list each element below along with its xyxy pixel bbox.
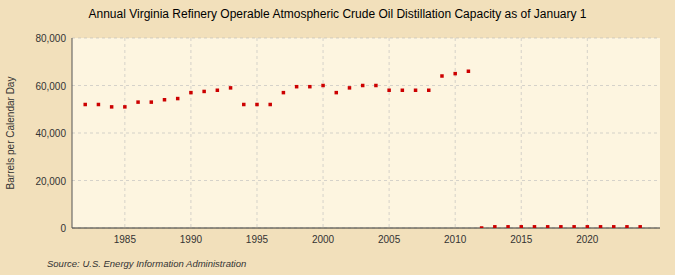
x-grid-line xyxy=(587,38,588,228)
x-tick-label: 2000 xyxy=(312,234,335,245)
point xyxy=(506,225,510,228)
grid xyxy=(72,38,660,228)
x-grid-line xyxy=(256,38,257,228)
point xyxy=(414,89,418,93)
point xyxy=(453,72,457,76)
point xyxy=(202,90,206,94)
x-grid-line xyxy=(455,38,456,228)
x-tick-label: 2015 xyxy=(510,234,533,245)
x-tick-label: 2020 xyxy=(576,234,599,245)
point xyxy=(533,225,537,228)
x-tick-label: 2005 xyxy=(378,234,401,245)
point xyxy=(282,91,286,95)
x-grid-line xyxy=(190,38,191,228)
y-axis-line xyxy=(72,38,73,228)
y-tick-label: 60,000 xyxy=(35,81,66,92)
axes: 0 20,000 40,000 60,000 80,000 1985 1990 1995 200… xyxy=(35,33,660,245)
point xyxy=(440,74,444,78)
point xyxy=(572,225,576,228)
point xyxy=(361,84,365,88)
x-tick-label: 2010 xyxy=(444,234,467,245)
point xyxy=(150,100,154,104)
plot-area xyxy=(72,38,660,228)
point xyxy=(110,105,114,109)
point xyxy=(295,85,299,89)
point xyxy=(612,225,616,228)
y-tick-label: 40,000 xyxy=(35,128,66,139)
point xyxy=(321,84,325,88)
y-grid-line xyxy=(72,133,660,134)
title: Annual Virginia Refinery Operable Atmosp… xyxy=(88,7,586,21)
y-grid-line xyxy=(72,180,660,181)
point xyxy=(638,225,642,228)
point xyxy=(97,103,101,107)
points xyxy=(83,70,641,229)
background xyxy=(0,0,675,275)
point xyxy=(123,105,127,109)
point xyxy=(427,89,431,93)
x-axis-line xyxy=(72,228,660,229)
point xyxy=(586,225,590,228)
point xyxy=(229,86,233,90)
y-tick-label: 20,000 xyxy=(35,176,66,187)
y-axis-label: Barrels per Calendar Day xyxy=(5,77,16,190)
point xyxy=(467,70,471,74)
x-tick-label: 1990 xyxy=(180,234,203,245)
point xyxy=(401,89,405,93)
point xyxy=(83,103,87,107)
point xyxy=(493,225,497,228)
point xyxy=(189,91,193,95)
chart: 0 20,000 40,000 60,000 80,000 1985 1990 1995 200… xyxy=(0,0,675,275)
x-tick-label: 1995 xyxy=(246,234,269,245)
point xyxy=(559,225,563,228)
point xyxy=(268,103,272,107)
y-grid-line xyxy=(72,85,660,86)
point xyxy=(136,100,140,104)
x-grid-line xyxy=(323,38,324,228)
point xyxy=(520,225,524,228)
point xyxy=(374,84,378,88)
x-grid-line xyxy=(124,38,125,228)
x-tick-label: 1985 xyxy=(114,234,137,245)
point xyxy=(480,226,484,228)
point xyxy=(387,89,391,93)
y-grid-line xyxy=(72,228,660,229)
point xyxy=(242,103,246,107)
x-grid-line xyxy=(389,38,390,228)
point xyxy=(216,89,220,93)
point xyxy=(255,103,259,107)
point xyxy=(625,225,629,228)
point xyxy=(176,97,180,101)
source: Source: U.S. Energy Information Administ… xyxy=(47,258,246,269)
y-tick-label: 80,000 xyxy=(35,33,66,44)
point xyxy=(348,86,352,90)
point xyxy=(546,225,550,228)
x-grid-line xyxy=(521,38,522,228)
y-grid-line xyxy=(72,38,660,39)
point xyxy=(335,91,339,95)
point xyxy=(163,98,167,102)
point xyxy=(308,85,312,89)
y-tick-label: 0 xyxy=(60,223,66,234)
point xyxy=(599,225,603,228)
